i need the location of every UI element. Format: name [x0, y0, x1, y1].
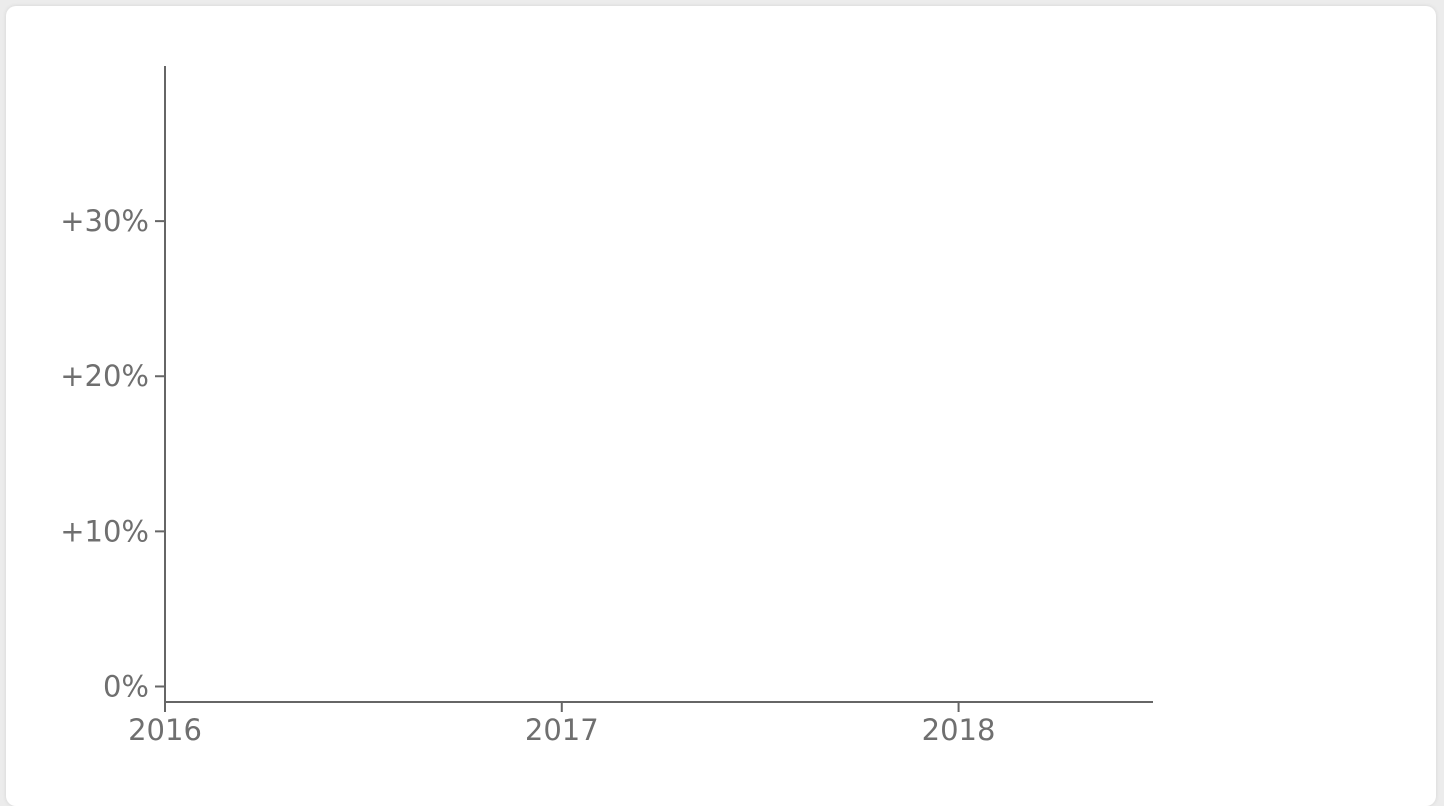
chart-card [6, 6, 1436, 806]
y-tick-label: +10% [60, 514, 149, 548]
y-tick-label: +20% [60, 359, 149, 393]
x-tick-label: 2018 [922, 713, 996, 747]
y-tick-label: 0% [103, 669, 149, 703]
y-axis: 0% +10% +20% +30% [60, 204, 165, 703]
x-tick-label: 2017 [525, 713, 599, 747]
x-tick-label: 2016 [128, 713, 202, 747]
y-tick-label: +30% [60, 204, 149, 238]
x-axis: 2016 2017 2018 [128, 702, 995, 747]
